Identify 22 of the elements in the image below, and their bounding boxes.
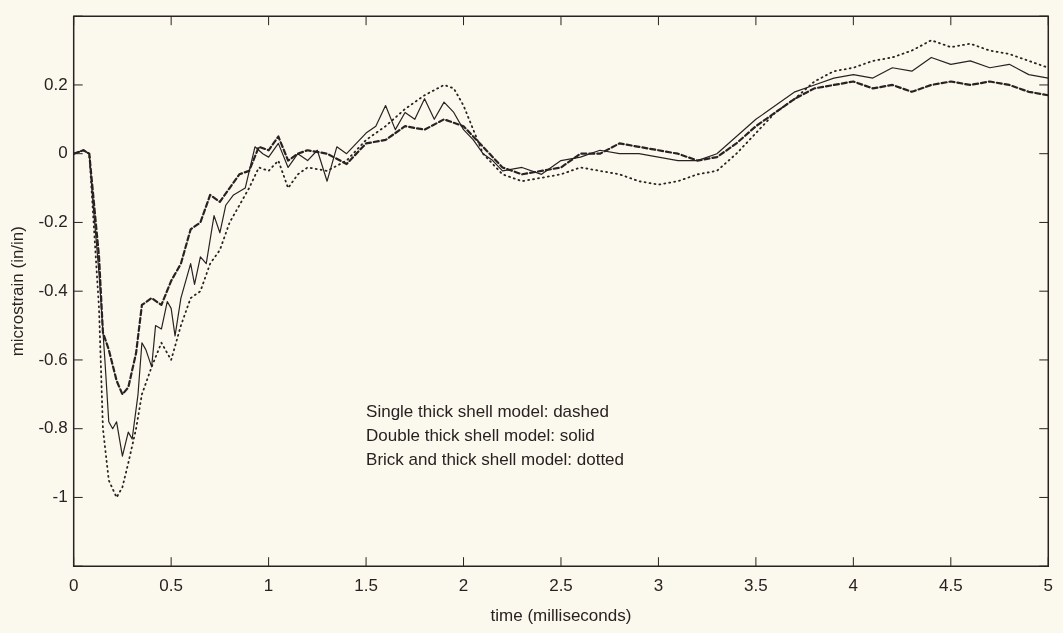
y-tick-label: -0.4 [38, 280, 68, 300]
x-tick-label: 0.5 [159, 576, 183, 596]
y-tick-label: 0 [58, 143, 68, 163]
x-tick-label: 5 [1043, 576, 1054, 596]
x-tick-label: 4 [848, 576, 859, 596]
y-tick-label: -0.2 [38, 212, 68, 232]
y-tick-label: -0.6 [38, 349, 68, 369]
x-tick-label: 1 [263, 576, 274, 596]
x-tick-label: 1.5 [354, 576, 378, 596]
y-axis-title: microstrain (in/in) [7, 226, 27, 357]
y-tick-label: 0.2 [44, 74, 68, 94]
annotation: Brick and thick shell model: dotted [366, 449, 625, 469]
y-tick-label: -1 [52, 487, 68, 507]
x-axis-title: time (milliseconds) [490, 606, 632, 626]
annotation: Single thick shell model: dashed [366, 401, 609, 421]
x-tick-label: 2.5 [549, 576, 573, 596]
x-tick-label: 3 [653, 576, 664, 596]
y-tick-label: -0.8 [38, 418, 68, 438]
annotation: Double thick shell model: solid [366, 425, 595, 445]
x-tick-label: 4.5 [938, 576, 963, 596]
x-tick-label: 3.5 [744, 576, 768, 596]
x-tick-label: 2 [458, 576, 469, 596]
